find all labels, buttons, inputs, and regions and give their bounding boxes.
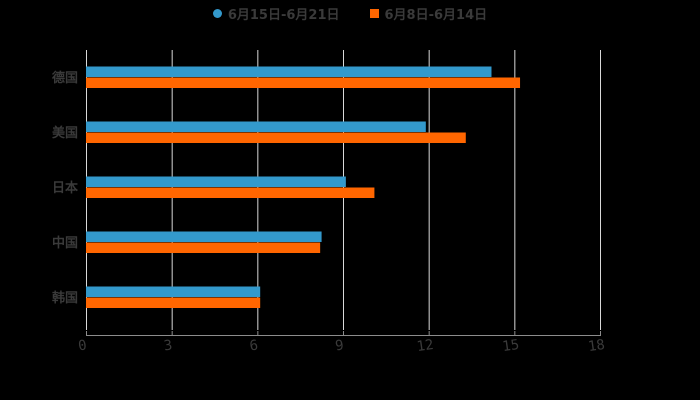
bar-series-2[interactable] [86,242,321,254]
legend-marker-circle-icon [212,8,222,18]
chart-legend: 6月15日-6月21日 6月8日-6月14日 [0,3,700,23]
bar-series-2[interactable] [86,187,375,199]
x-tick-label: 0 [77,337,88,354]
x-tick-label: 6 [249,337,260,354]
y-category-label: 德国 [52,70,78,86]
bar-series-1[interactable] [86,176,346,188]
x-tick-label: 12 [416,337,435,355]
legend-marker-square-icon [369,8,379,18]
x-tick-label: 18 [587,337,606,355]
bar-series-2[interactable] [86,297,261,309]
legend-label: 6月8日-6月14日 [384,7,488,23]
y-category-label: 日本 [52,180,78,196]
x-tick-label: 15 [501,337,520,355]
y-category-label: 中国 [52,235,78,251]
legend-item-series-2[interactable]: 6月8日-6月14日 [369,4,488,23]
bar-series-1[interactable] [86,286,261,298]
bar-series-1[interactable] [86,66,492,78]
bar-series-2[interactable] [86,77,521,89]
y-category-label: 美国 [52,125,78,141]
bar-series-1[interactable] [86,121,426,133]
legend-item-series-1[interactable]: 6月15日-6月21日 [212,4,340,23]
legend-label: 6月15日-6月21日 [227,7,340,23]
x-tick-label: 9 [334,337,345,354]
bar-series-1[interactable] [86,231,322,243]
bar-series-2[interactable] [86,132,466,144]
x-tick-label: 3 [163,337,174,354]
y-category-label: 韩国 [52,290,78,306]
